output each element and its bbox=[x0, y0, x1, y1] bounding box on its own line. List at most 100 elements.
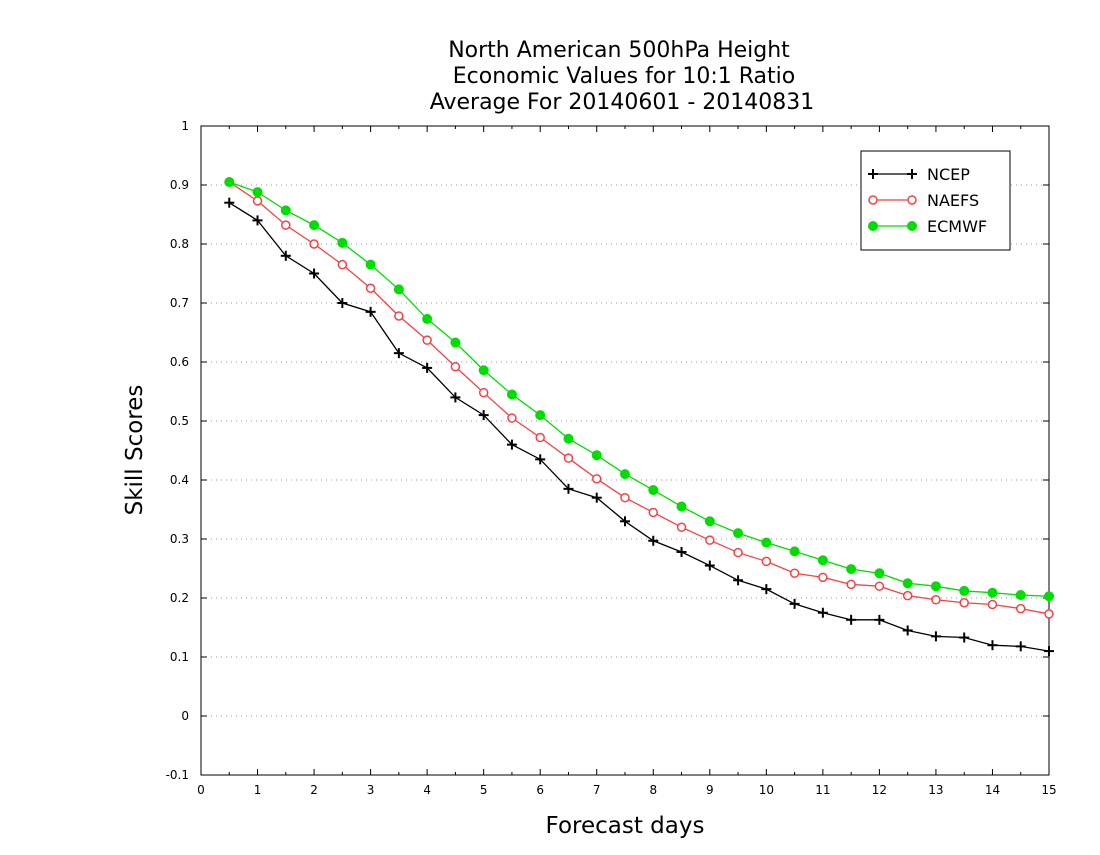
data-point-ecmwf bbox=[535, 410, 546, 421]
data-point-naefs bbox=[394, 311, 404, 321]
data-point-ncep bbox=[789, 598, 800, 609]
data-point-ecmwf bbox=[450, 337, 461, 348]
y-tick-label: 0 bbox=[181, 709, 189, 723]
legend: NCEP NAEFS ECMWF bbox=[860, 150, 1011, 251]
x-tick-label: 15 bbox=[1041, 783, 1056, 797]
data-point-naefs bbox=[309, 239, 319, 249]
data-point-naefs bbox=[789, 568, 800, 578]
x-tick-label: 1 bbox=[254, 783, 262, 797]
legend-samples bbox=[868, 169, 917, 231]
legend-marker-ecmwf bbox=[868, 221, 878, 231]
x-tick-label: 5 bbox=[480, 783, 488, 797]
data-point-naefs bbox=[846, 579, 856, 590]
legend-marker-ncep bbox=[868, 169, 878, 179]
data-point-ecmwf bbox=[393, 284, 404, 295]
data-point-ncep bbox=[676, 546, 687, 557]
data-point-ncep bbox=[620, 516, 630, 527]
data-point-ncep bbox=[365, 306, 376, 317]
data-point-ncep bbox=[280, 250, 291, 261]
data-point-ncep bbox=[817, 607, 828, 618]
data-point-ecmwf bbox=[422, 313, 433, 324]
data-point-ecmwf bbox=[563, 433, 574, 444]
data-point-ecmwf bbox=[1044, 591, 1054, 602]
data-point-naefs bbox=[818, 572, 828, 583]
data-point-ncep bbox=[761, 584, 772, 595]
x-tick-label: 13 bbox=[928, 783, 943, 797]
title-line-2: Economic Values for 10:1 Ratio bbox=[453, 64, 795, 89]
data-point-ncep bbox=[874, 614, 885, 625]
data-point-ecmwf bbox=[874, 568, 885, 579]
data-point-ecmwf bbox=[280, 205, 291, 216]
chart-title: North American 500hPa Height Economic Va… bbox=[430, 38, 815, 115]
data-point-ecmwf bbox=[648, 485, 659, 496]
data-point-ncep bbox=[393, 348, 404, 359]
data-point-ecmwf bbox=[620, 469, 630, 480]
data-point-ncep bbox=[478, 410, 489, 421]
data-point-naefs bbox=[507, 413, 517, 423]
data-point-ecmwf bbox=[930, 581, 941, 592]
legend-marker-ncep bbox=[907, 169, 917, 179]
data-point-naefs bbox=[648, 507, 659, 518]
legend-label-naefs: NAEFS bbox=[927, 191, 979, 210]
legend-marker-ecmwf bbox=[907, 221, 917, 231]
data-point-ncep bbox=[733, 575, 744, 586]
data-point-ncep bbox=[450, 392, 461, 403]
legend-label-ecmwf: ECMWF bbox=[927, 217, 987, 236]
x-tick-label: 10 bbox=[759, 783, 774, 797]
data-point-ncep bbox=[648, 535, 659, 546]
legend-marker-naefs bbox=[907, 195, 917, 205]
data-point-ecmwf bbox=[224, 177, 235, 188]
data-point-ecmwf bbox=[902, 578, 913, 589]
data-point-ncep bbox=[704, 560, 715, 571]
data-point-naefs bbox=[676, 522, 687, 532]
series-ncep bbox=[224, 197, 1054, 657]
x-tick-label: 12 bbox=[872, 783, 887, 797]
data-point-naefs bbox=[959, 597, 969, 608]
data-point-ncep bbox=[506, 439, 517, 450]
data-point-naefs bbox=[733, 547, 743, 558]
data-point-ncep bbox=[1044, 646, 1054, 657]
data-point-ncep bbox=[422, 362, 433, 373]
data-point-naefs bbox=[591, 474, 602, 484]
y-tick-label: 0.4 bbox=[170, 473, 189, 487]
data-point-ecmwf bbox=[817, 555, 828, 566]
data-point-ncep bbox=[224, 197, 235, 208]
data-point-ncep bbox=[930, 631, 941, 642]
data-point-naefs bbox=[1044, 609, 1054, 619]
data-point-naefs bbox=[902, 590, 913, 601]
x-tick-label: 11 bbox=[815, 783, 830, 797]
x-tick-label: 6 bbox=[536, 783, 544, 797]
data-point-ecmwf bbox=[733, 528, 744, 539]
data-point-ncep bbox=[959, 632, 970, 643]
x-tick-label: 9 bbox=[706, 783, 714, 797]
data-point-ecmwf bbox=[506, 389, 517, 400]
series-line-ncep bbox=[228, 202, 1050, 652]
data-point-naefs bbox=[705, 535, 715, 545]
data-point-ecmwf bbox=[704, 516, 715, 527]
data-point-ecmwf bbox=[1015, 590, 1026, 601]
x-tick-label: 14 bbox=[985, 783, 1000, 797]
data-point-naefs bbox=[450, 361, 461, 372]
data-point-ecmwf bbox=[252, 187, 263, 198]
legend-marker-naefs bbox=[868, 195, 878, 205]
data-point-naefs bbox=[1015, 603, 1026, 614]
data-point-naefs bbox=[931, 595, 941, 605]
y-axis-title: Skill Scores bbox=[122, 385, 148, 516]
data-point-naefs bbox=[281, 220, 291, 230]
x-axis-title: Forecast days bbox=[546, 813, 705, 839]
data-point-ecmwf bbox=[676, 501, 687, 512]
data-point-ecmwf bbox=[761, 537, 772, 548]
x-tick-label: 7 bbox=[593, 783, 601, 797]
y-axis-ticks: 1 0.9 0.8 0.7 0.6 0.5 0.4 0.3 0.2 0.1 0 -0.1 bbox=[166, 119, 1049, 782]
y-tick-label: 0.2 bbox=[170, 591, 189, 605]
data-point-ecmwf bbox=[959, 585, 970, 596]
data-point-ncep bbox=[337, 298, 348, 308]
data-point-ncep bbox=[309, 268, 320, 279]
legend-label-ncep: NCEP bbox=[927, 165, 970, 184]
data-point-naefs bbox=[478, 387, 489, 398]
y-tick-label: 0.3 bbox=[170, 532, 189, 546]
x-tick-label: 3 bbox=[367, 783, 375, 797]
data-point-ncep bbox=[846, 614, 857, 625]
